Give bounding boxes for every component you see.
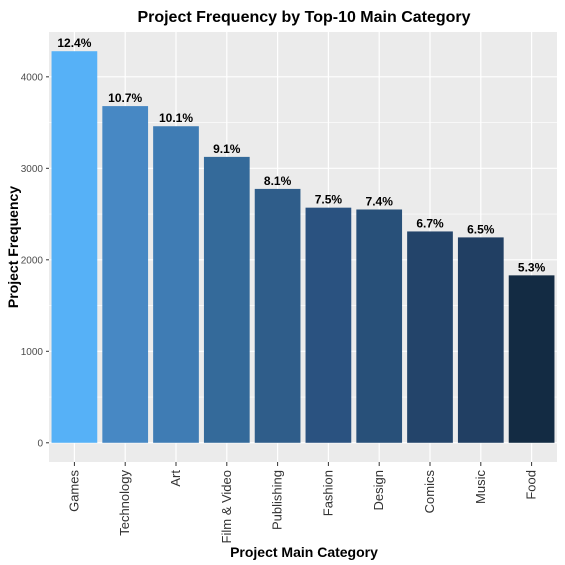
- x-tick-label: Technology: [117, 470, 132, 536]
- data-label: 6.5%: [467, 222, 495, 236]
- data-label: 7.4%: [366, 194, 394, 208]
- y-tick-label: 0: [37, 438, 43, 449]
- x-tick-label: Fashion: [320, 470, 335, 516]
- data-label: 9.1%: [213, 142, 241, 156]
- bar-music: [457, 237, 504, 443]
- x-tick-label: Design: [371, 470, 386, 510]
- data-labels: 12.4% 10.7% 10.1% 9.1% 8.1% 7.5% 7.4% 6.7% 6.5% 5…: [57, 36, 545, 274]
- data-label: 12.4%: [57, 36, 91, 50]
- bar-technology: [102, 106, 149, 443]
- bars: [51, 51, 555, 443]
- x-axis: Games Technology Art Film & Video Publishing…: [66, 462, 539, 543]
- x-tick-label: Food: [524, 470, 539, 500]
- y-tick-label: 2000: [21, 255, 44, 266]
- bar-publishing: [254, 188, 301, 443]
- data-label: 10.7%: [108, 91, 142, 105]
- x-tick-label: Games: [66, 470, 81, 512]
- y-axis-title: Project Frequency: [5, 186, 21, 308]
- data-label: 5.3%: [518, 260, 546, 274]
- x-axis-title: Project Main Category: [230, 544, 378, 560]
- bar-food: [508, 275, 555, 443]
- x-tick-label: Film & Video: [219, 470, 234, 543]
- bar-design: [356, 209, 403, 443]
- data-label: 7.5%: [315, 193, 343, 207]
- bar-comics: [407, 231, 453, 443]
- x-tick-label: Publishing: [270, 470, 285, 530]
- data-label: 6.7%: [416, 216, 444, 230]
- y-tick-label: 3000: [21, 164, 44, 175]
- bar-games: [51, 51, 98, 443]
- y-tick-label: 1000: [21, 347, 44, 358]
- x-tick-label: Music: [473, 470, 488, 504]
- y-axis: 0 1000 2000 3000 4000: [21, 72, 49, 449]
- data-label: 10.1%: [159, 111, 193, 125]
- x-tick-label: Comics: [422, 470, 437, 514]
- bar-film-video: [203, 156, 250, 443]
- x-tick-label: Art: [168, 470, 183, 487]
- y-tick-label: 4000: [21, 72, 44, 83]
- data-label: 8.1%: [264, 174, 292, 188]
- chart-title: Project Frequency by Top-10 Main Categor…: [137, 9, 470, 26]
- bar-fashion: [305, 207, 352, 443]
- bar-art: [153, 126, 199, 443]
